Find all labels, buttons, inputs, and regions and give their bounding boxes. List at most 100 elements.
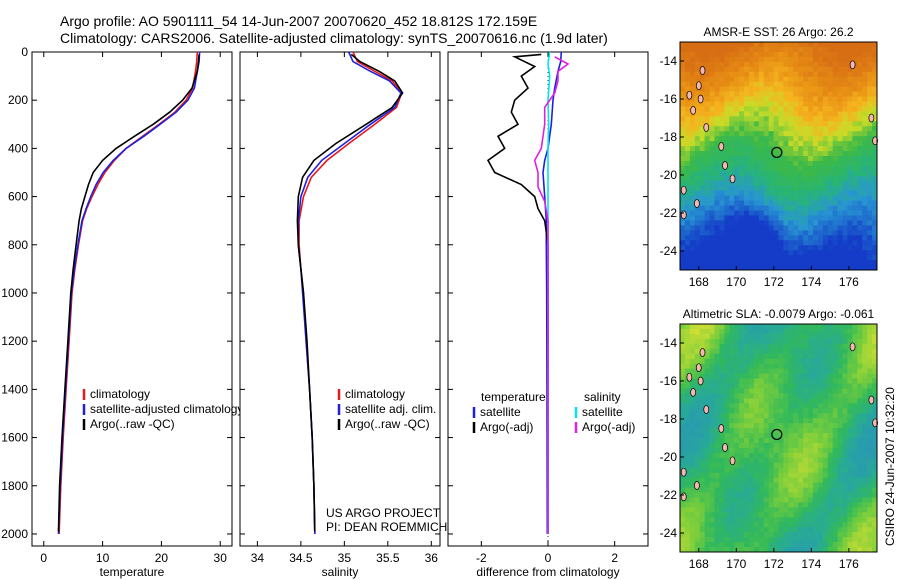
map-cell <box>847 547 853 553</box>
map-cell <box>773 185 779 192</box>
map-cell <box>827 413 834 419</box>
map-cell <box>803 338 809 345</box>
map-cell <box>867 111 873 117</box>
map-cell <box>758 428 765 434</box>
map-cell <box>808 393 814 399</box>
map-cell <box>822 86 829 92</box>
map-cell <box>734 388 740 394</box>
map-cell <box>744 358 750 365</box>
map-cell <box>684 378 691 384</box>
map-cell <box>680 527 686 533</box>
legend-label: Argo(..raw -QC) <box>90 417 175 431</box>
map-cell <box>714 56 720 63</box>
map-cell <box>867 388 873 394</box>
map-cell <box>773 91 779 97</box>
map-cell <box>837 487 843 493</box>
map-cell <box>714 477 720 484</box>
map-cell <box>699 141 706 147</box>
map-cell <box>704 512 710 518</box>
map-cell <box>817 220 824 226</box>
map-cell <box>862 46 868 53</box>
map-cell <box>847 76 853 83</box>
map-cell <box>803 507 809 513</box>
map-cell <box>803 477 809 484</box>
map-cell <box>832 542 838 548</box>
map-cell <box>862 502 868 508</box>
map-cell <box>709 136 715 142</box>
map-cell <box>684 146 691 152</box>
map-cell <box>734 170 740 177</box>
map-cell <box>748 151 755 157</box>
map-cell <box>709 131 715 137</box>
map-cell <box>808 86 814 92</box>
map-cell <box>798 363 804 370</box>
map-cell <box>748 447 755 454</box>
map-cell <box>817 348 824 355</box>
map-cell <box>684 438 691 444</box>
map-cell <box>793 205 799 211</box>
map-cell <box>773 205 779 211</box>
map-cell <box>680 121 686 127</box>
map-cell <box>753 333 760 340</box>
map-cell <box>729 42 735 48</box>
map-cell <box>793 492 799 498</box>
map-cell <box>694 393 701 399</box>
map-cell <box>758 260 765 266</box>
map-cell <box>862 447 868 454</box>
map-cell <box>778 348 784 355</box>
map-cell <box>714 151 720 157</box>
map-cell <box>852 403 858 409</box>
map-cell <box>832 507 838 513</box>
map-cell <box>798 101 804 107</box>
map-cell <box>783 408 789 414</box>
island-shape <box>868 113 875 123</box>
map-cell <box>719 418 725 424</box>
temperature-ytick-label: 2000 <box>1 527 28 541</box>
map-cell <box>788 42 794 48</box>
map-cell <box>768 457 774 464</box>
map-cell <box>867 175 873 182</box>
map-cell <box>714 423 720 429</box>
map-cell <box>827 487 834 493</box>
map-cell <box>763 220 770 226</box>
map-cell <box>739 472 745 479</box>
map-cell <box>842 81 848 88</box>
map-cell <box>719 165 725 172</box>
map-cell <box>773 235 779 241</box>
map-cell <box>684 353 691 360</box>
legend-label: climatology <box>90 387 150 401</box>
map-cell <box>778 328 784 335</box>
map-cell <box>734 353 740 360</box>
map-cell <box>714 230 720 236</box>
map-cell <box>684 210 691 216</box>
map-cell <box>837 333 843 340</box>
map-cell <box>763 547 770 553</box>
map-cell <box>783 373 789 379</box>
map-cell <box>709 472 715 479</box>
map-cell <box>758 452 765 459</box>
map-cell <box>689 61 696 68</box>
map-cell <box>684 81 691 88</box>
map-cell <box>837 170 843 177</box>
map-cell <box>719 106 725 112</box>
map-cell <box>842 328 848 335</box>
map-cell <box>758 333 765 340</box>
map-cell <box>753 413 760 419</box>
map-cell <box>699 542 706 548</box>
map-cell <box>768 507 774 513</box>
map-cell <box>872 225 878 231</box>
map-cell <box>837 160 843 167</box>
map-cell <box>739 76 745 83</box>
map-cell <box>808 477 814 484</box>
map-cell <box>689 81 696 88</box>
map-cell <box>788 91 794 97</box>
map-cell <box>817 106 824 112</box>
map-cell <box>832 195 838 202</box>
map-cell <box>689 358 696 365</box>
map-cell <box>729 373 735 379</box>
sst_map-float-marker <box>771 146 783 159</box>
map-cell <box>689 433 696 439</box>
map-cell <box>817 61 824 68</box>
map-cell <box>739 170 745 177</box>
map-cell <box>837 260 843 266</box>
